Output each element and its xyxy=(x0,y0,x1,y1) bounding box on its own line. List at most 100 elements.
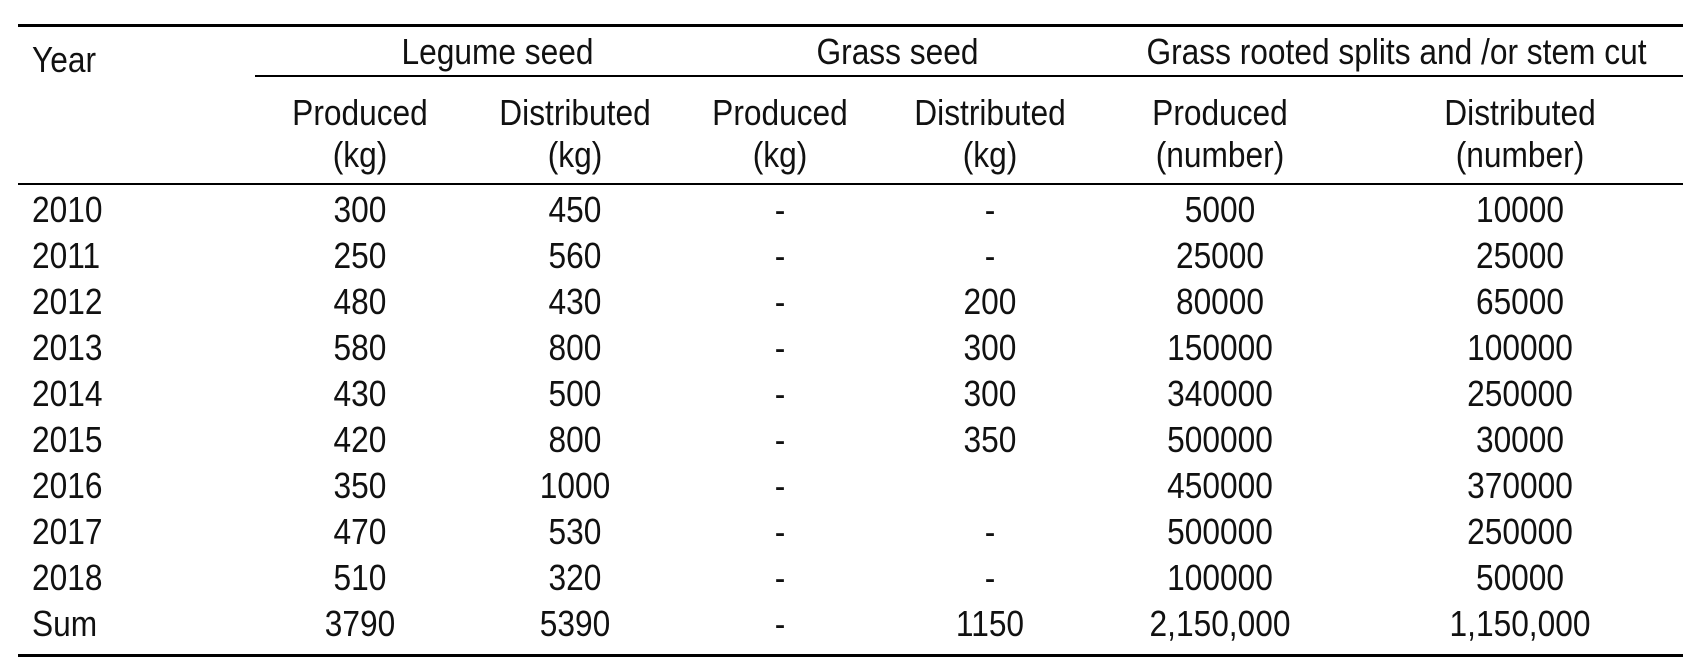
table-bottom-rule xyxy=(18,654,1683,657)
splits-distributed-cell: 250000 xyxy=(1467,511,1573,552)
grass-produced-cell: - xyxy=(774,419,786,460)
subheader-splits-distributed: Distributed (number) xyxy=(1428,92,1613,176)
splits-produced-cell: 150000 xyxy=(1167,327,1273,368)
splits-produced-cell: 500000 xyxy=(1167,419,1273,460)
legume-distributed-cell: 500 xyxy=(548,373,602,414)
year-cell: 2016 xyxy=(32,465,103,506)
grass-produced-cell: - xyxy=(774,189,786,230)
grass-distributed-cell: 300 xyxy=(963,327,1017,368)
splits-produced-cell: 25000 xyxy=(1175,235,1265,276)
grass-produced-cell: - xyxy=(774,281,786,322)
splits-distributed-cell: 370000 xyxy=(1467,465,1573,506)
legume-distributed-cell: 560 xyxy=(548,235,602,276)
grass-distributed-cell: - xyxy=(984,189,996,230)
subheader-legume-distributed: Distributed (kg) xyxy=(491,92,658,176)
subheader-line: Distributed xyxy=(1444,92,1596,133)
grass-distributed-cell: 300 xyxy=(963,373,1017,414)
table-row: 2012 480 430 - 200 80000 65000 xyxy=(0,282,1687,329)
group-header-grass-rooted-splits: Grass rooted splits and /or stem cut xyxy=(1146,31,1647,72)
splits-distributed-cell: 100000 xyxy=(1467,327,1573,368)
legume-produced-cell: 470 xyxy=(333,511,387,552)
year-cell: 2014 xyxy=(32,373,103,414)
splits-produced-cell: 80000 xyxy=(1175,281,1265,322)
table-row: 2011 250 560 - - 25000 25000 xyxy=(0,236,1687,283)
table-row: 2016 350 1000 - 450000 370000 xyxy=(0,466,1687,513)
subheader-unit: (number) xyxy=(1155,134,1285,175)
splits-distributed-cell: 25000 xyxy=(1475,235,1565,276)
year-column-header: Year xyxy=(32,39,97,80)
subheader-unit: (kg) xyxy=(332,134,388,175)
subheader-grass-distributed: Distributed (kg) xyxy=(906,92,1073,176)
table-row: 2018 510 320 - - 100000 50000 xyxy=(0,558,1687,605)
splits-produced-cell: 340000 xyxy=(1167,373,1273,414)
year-cell: 2015 xyxy=(32,419,103,460)
table-row: 2017 470 530 - - 500000 250000 xyxy=(0,512,1687,559)
legume-produced-cell: 350 xyxy=(333,465,387,506)
splits-distributed-cell: 10000 xyxy=(1475,189,1565,230)
splits-distributed-cell: 1,150,000 xyxy=(1449,603,1591,644)
legume-produced-cell: 300 xyxy=(333,189,387,230)
subheader-grass-produced: Produced (kg) xyxy=(701,92,859,176)
legume-produced-cell: 250 xyxy=(333,235,387,276)
year-cell: 2018 xyxy=(32,557,103,598)
year-cell: 2017 xyxy=(32,511,103,552)
legume-distributed-cell: 430 xyxy=(548,281,602,322)
splits-produced-cell: 2,150,000 xyxy=(1149,603,1291,644)
grass-distributed-cell: 350 xyxy=(963,419,1017,460)
splits-produced-cell: 5000 xyxy=(1184,189,1256,230)
header-bottom-rule xyxy=(18,183,1683,185)
subheader-line: Produced xyxy=(1152,92,1288,133)
subheader-unit: (number) xyxy=(1455,134,1585,175)
table-row: 2015 420 800 - 350 500000 30000 xyxy=(0,420,1687,467)
grass-distributed-cell: 1150 xyxy=(955,603,1025,644)
grass-produced-cell: - xyxy=(774,235,786,276)
year-cell: 2010 xyxy=(32,189,103,230)
legume-produced-cell: 420 xyxy=(333,419,387,460)
legume-produced-cell: 580 xyxy=(333,327,387,368)
grass-produced-cell: - xyxy=(774,511,786,552)
legume-distributed-cell: 800 xyxy=(548,419,602,460)
legume-distributed-cell: 450 xyxy=(548,189,602,230)
subheader-line: Produced xyxy=(712,92,848,133)
splits-distributed-cell: 65000 xyxy=(1475,281,1565,322)
table-row: 2010 300 450 - - 5000 10000 xyxy=(0,190,1687,237)
year-cell: 2011 xyxy=(32,235,101,276)
splits-distributed-cell: 50000 xyxy=(1475,557,1565,598)
legume-produced-cell: 480 xyxy=(333,281,387,322)
grass-produced-cell: - xyxy=(774,603,786,644)
grass-produced-cell: - xyxy=(774,557,786,598)
group-header-grass-seed: Grass seed xyxy=(816,31,979,72)
grass-distributed-cell: - xyxy=(984,511,996,552)
grass-distributed-cell: - xyxy=(984,235,996,276)
legume-distributed-cell: 800 xyxy=(548,327,602,368)
subheader-legume-produced: Produced (kg) xyxy=(281,92,439,176)
legume-distributed-cell: 530 xyxy=(548,511,602,552)
year-cell: Sum xyxy=(32,603,98,644)
year-cell: 2013 xyxy=(32,327,103,368)
splits-distributed-cell: 30000 xyxy=(1475,419,1565,460)
subheader-line: Distributed xyxy=(914,92,1066,133)
splits-produced-cell: 100000 xyxy=(1167,557,1273,598)
subheader-unit: (kg) xyxy=(547,134,603,175)
group-header-rule xyxy=(255,75,1683,77)
legume-produced-cell: 430 xyxy=(333,373,387,414)
splits-distributed-cell: 250000 xyxy=(1467,373,1573,414)
legume-produced-cell: 510 xyxy=(333,557,387,598)
group-header-legume-seed: Legume seed xyxy=(401,31,594,72)
grass-produced-cell: - xyxy=(774,465,786,506)
splits-produced-cell: 450000 xyxy=(1167,465,1273,506)
table-row: 2013 580 800 - 300 150000 100000 xyxy=(0,328,1687,375)
legume-distributed-cell: 5390 xyxy=(539,603,611,644)
table-row: 2014 430 500 - 300 340000 250000 xyxy=(0,374,1687,421)
subheader-unit: (kg) xyxy=(962,134,1018,175)
grass-distributed-cell: 200 xyxy=(963,281,1017,322)
grass-produced-cell: - xyxy=(774,327,786,368)
splits-produced-cell: 500000 xyxy=(1167,511,1273,552)
subheader-unit: (kg) xyxy=(752,134,808,175)
legume-produced-cell: 3790 xyxy=(324,603,396,644)
table-row-sum: Sum 3790 5390 - 1150 2,150,000 1,150,000 xyxy=(0,604,1687,651)
legume-distributed-cell: 1000 xyxy=(539,465,611,506)
table-top-rule xyxy=(18,24,1683,27)
year-cell: 2012 xyxy=(32,281,103,322)
